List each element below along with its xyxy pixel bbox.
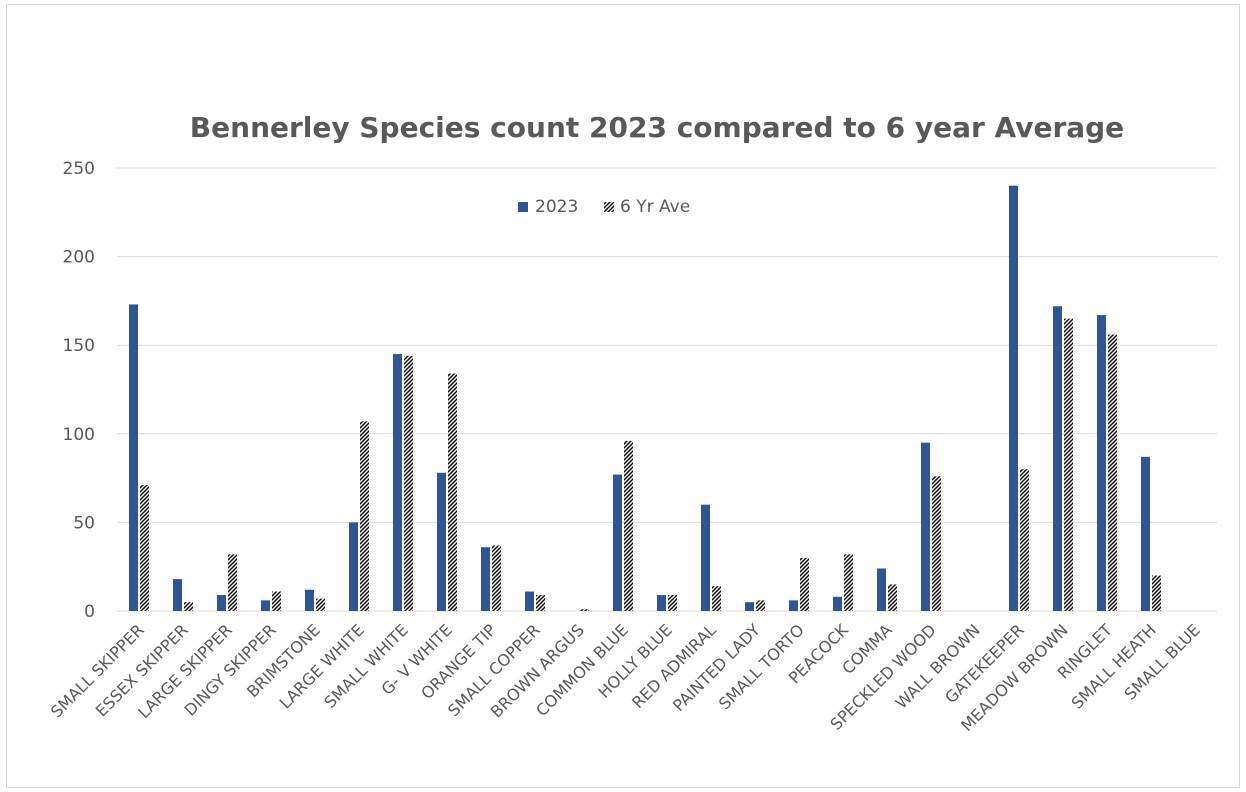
bar-2023: [129, 304, 138, 611]
bar-6yr-ave: [404, 355, 413, 611]
bar-6yr-ave: [1020, 469, 1029, 611]
bar-2023: [701, 504, 710, 611]
bar-6yr-ave: [756, 600, 765, 611]
bar-6yr-ave: [1152, 575, 1161, 611]
legend-label-6yr-ave: 6 Yr Ave: [620, 197, 690, 217]
bar-2023: [173, 579, 182, 611]
bar-6yr-ave: [536, 595, 545, 611]
bar-6yr-ave: [844, 554, 853, 611]
bar-2023: [1009, 185, 1018, 611]
y-tick-label: 200: [63, 248, 95, 268]
bar-2023: [349, 522, 358, 611]
y-tick-label: 0: [84, 602, 95, 622]
bar-6yr-ave: [360, 421, 369, 611]
bar-2023: [921, 442, 930, 611]
gridlines: [117, 167, 1217, 612]
bar-6yr-ave: [624, 440, 633, 611]
bar-2023: [217, 595, 226, 611]
bars: [129, 185, 1161, 611]
bar-chart: Bennerley Species count 2023 compared to…: [47, 111, 1217, 735]
bar-6yr-ave: [316, 598, 325, 611]
bar-2023: [877, 568, 886, 611]
y-tick-label: 250: [63, 159, 95, 179]
legend: 2023 6 Yr Ave: [518, 197, 690, 217]
bar-2023: [437, 472, 446, 611]
bar-2023: [789, 600, 798, 611]
bar-6yr-ave: [932, 476, 941, 611]
bar-6yr-ave: [228, 554, 237, 611]
bar-6yr-ave: [712, 586, 721, 611]
legend-swatch-6yr-ave: [604, 202, 614, 212]
bar-6yr-ave: [184, 602, 193, 611]
legend-swatch-2023: [518, 202, 528, 212]
bar-2023: [613, 474, 622, 611]
bar-2023: [305, 589, 314, 611]
bar-2023: [745, 602, 754, 611]
bar-6yr-ave: [1064, 318, 1073, 611]
bar-2023: [261, 600, 270, 611]
bar-6yr-ave: [888, 584, 897, 611]
bar-2023: [833, 596, 842, 611]
y-tick-label: 150: [63, 336, 95, 356]
bar-6yr-ave: [1108, 334, 1117, 611]
bar-6yr-ave: [492, 545, 501, 611]
y-tick-label: 50: [73, 513, 95, 533]
bar-6yr-ave: [448, 373, 457, 611]
bar-6yr-ave: [800, 557, 809, 611]
bar-6yr-ave: [140, 485, 149, 611]
legend-label-2023: 2023: [535, 197, 578, 217]
bar-2023: [1097, 315, 1106, 611]
bar-2023: [393, 354, 402, 611]
bar-2023: [1053, 306, 1062, 611]
bar-2023: [525, 591, 534, 611]
bar-2023: [481, 547, 490, 611]
bar-6yr-ave: [668, 595, 677, 611]
chart-frame: Bennerley Species count 2023 compared to…: [6, 4, 1240, 788]
bar-2023: [1141, 456, 1150, 611]
y-tick-label: 100: [63, 425, 95, 445]
chart-title: Bennerley Species count 2023 compared to…: [190, 111, 1124, 144]
bar-6yr-ave: [272, 591, 281, 611]
y-axis-ticks: 0 50 100 150 200 250: [63, 159, 95, 622]
bar-6yr-ave: [580, 609, 589, 611]
bar-2023: [657, 595, 666, 611]
